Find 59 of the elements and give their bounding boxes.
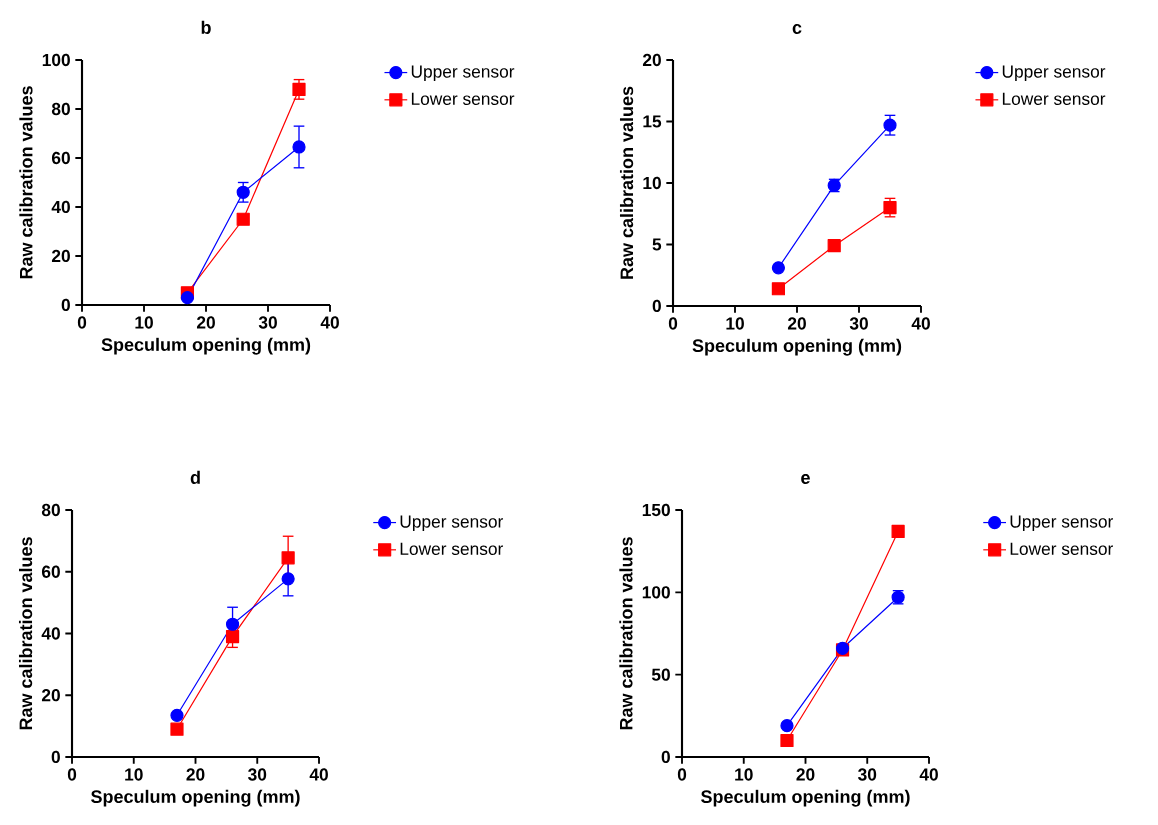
- y-tick-label: 80: [41, 503, 60, 517]
- y-tick-label: 0: [61, 298, 70, 312]
- y-tick-label: 40: [51, 200, 70, 214]
- x-tick-label: 0: [668, 317, 678, 330]
- x-axis-title: Speculum opening (mm): [91, 789, 300, 807]
- x-tick-label: 20: [196, 316, 215, 329]
- x-tick-label: 30: [258, 316, 277, 329]
- y-tick-label: 20: [642, 53, 661, 67]
- y-axis-title: Raw calibration values: [619, 86, 634, 279]
- x-tick-label: 40: [919, 768, 938, 781]
- x-tick-label: 10: [735, 768, 753, 781]
- x-tick-label: 0: [77, 316, 87, 329]
- y-tick-label: 40: [41, 627, 60, 640]
- y-tick-label: 0: [51, 750, 60, 764]
- x-axis-title: Speculum opening (mm): [701, 789, 910, 807]
- legend-label: Upper sensor: [411, 65, 515, 82]
- y-tick-label: 5: [652, 238, 662, 251]
- x-tick-label: 30: [248, 768, 267, 781]
- legend-label: Lower sensor: [1010, 542, 1114, 555]
- legend-label: Upper sensor: [1010, 515, 1114, 532]
- legend-label: Upper sensor: [1002, 65, 1106, 82]
- y-tick-label: 20: [41, 689, 60, 702]
- x-axis-title: Speculum opening (mm): [101, 337, 311, 355]
- chart-title: b: [201, 20, 211, 34]
- y-axis-title: Raw calibration values: [18, 537, 33, 730]
- x-tick-label: 0: [677, 768, 687, 781]
- x-tick-label: 30: [849, 317, 868, 330]
- x-tick-label: 20: [186, 768, 205, 781]
- legend-label: Lower sensor: [1002, 92, 1106, 105]
- y-tick-label: 80: [51, 102, 70, 116]
- y-tick-label: 15: [643, 115, 662, 128]
- x-tick-label: 20: [796, 768, 815, 781]
- y-tick-label: 150: [642, 503, 670, 517]
- y-tick-label: 100: [42, 53, 70, 67]
- y-tick-label: 60: [51, 151, 70, 165]
- y-axis-title: Raw calibration values: [619, 537, 633, 730]
- y-tick-label: 0: [652, 299, 661, 313]
- y-tick-label: 0: [661, 750, 670, 764]
- y-tick-label: 60: [41, 565, 60, 578]
- legend-label: Lower sensor: [400, 542, 504, 555]
- x-axis-title: Speculum opening (mm): [692, 338, 902, 356]
- chart-title: e: [801, 474, 810, 484]
- x-tick-label: 40: [911, 317, 930, 330]
- legend-label: Lower sensor: [411, 92, 515, 105]
- x-tick-label: 20: [787, 317, 806, 330]
- chart-title: c: [792, 24, 802, 34]
- x-tick-label: 30: [858, 768, 877, 781]
- y-tick-label: 50: [651, 668, 670, 681]
- x-tick-label: 10: [726, 317, 744, 330]
- y-tick-label: 20: [51, 249, 70, 263]
- y-tick-label: 100: [642, 586, 670, 599]
- x-tick-label: 40: [320, 316, 339, 329]
- y-axis-title: Raw calibration values: [19, 86, 33, 279]
- chart-title: d: [190, 470, 200, 484]
- legend-label: Upper sensor: [400, 515, 504, 532]
- x-tick-label: 10: [135, 316, 153, 329]
- x-tick-label: 40: [309, 768, 328, 781]
- x-tick-label: 10: [125, 768, 143, 781]
- y-tick-label: 10: [643, 176, 661, 190]
